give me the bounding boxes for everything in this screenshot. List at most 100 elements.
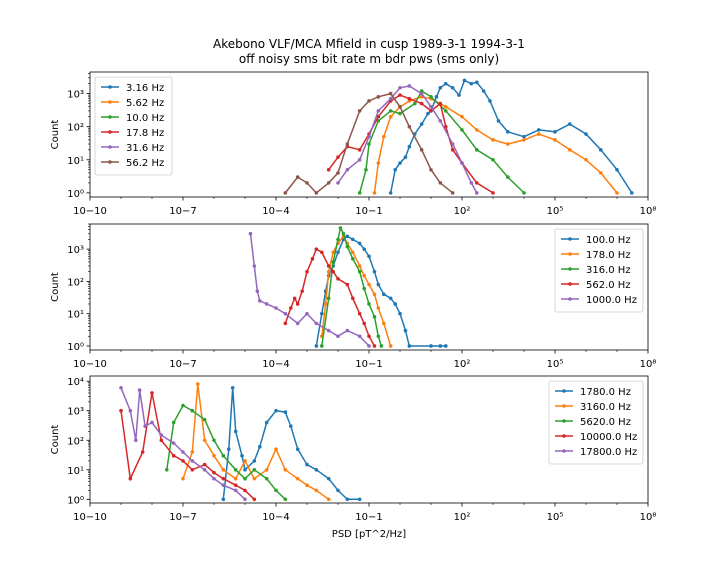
data-point xyxy=(434,95,439,99)
data-point xyxy=(350,296,355,301)
legend-label: 5.62 Hz xyxy=(126,98,164,109)
data-point xyxy=(230,385,235,390)
data-point xyxy=(362,286,366,291)
data-point xyxy=(283,467,288,472)
legend-marker xyxy=(568,282,572,286)
data-point xyxy=(171,420,176,425)
data-point xyxy=(474,191,479,195)
legend-box xyxy=(548,380,644,465)
data-point xyxy=(295,321,300,326)
data-point xyxy=(388,344,393,348)
data-point xyxy=(243,497,247,502)
legend-label: 178.0 Hz xyxy=(586,250,631,261)
data-point xyxy=(243,476,247,481)
data-point xyxy=(257,445,262,449)
data-point xyxy=(443,81,448,86)
data-point xyxy=(221,453,226,458)
data-point xyxy=(367,302,371,306)
series-group xyxy=(283,78,634,195)
data-point xyxy=(323,302,328,306)
y-tick-label: 10⁰ xyxy=(67,495,84,506)
data-point xyxy=(243,459,247,463)
legend-marker xyxy=(108,85,112,89)
data-point xyxy=(357,109,362,113)
legend-label: 31.6 Hz xyxy=(126,143,164,154)
legend-marker xyxy=(562,389,566,393)
legend-label: 56.2 Hz xyxy=(126,158,164,169)
data-point xyxy=(181,450,185,454)
data-point xyxy=(419,89,424,93)
series-line-5-62-Hz xyxy=(373,96,618,194)
data-point xyxy=(190,467,195,472)
data-point xyxy=(367,99,371,103)
data-point xyxy=(190,459,195,463)
data-point xyxy=(190,450,195,454)
data-point xyxy=(598,171,603,175)
data-point xyxy=(326,269,331,274)
data-point xyxy=(300,289,304,293)
data-point xyxy=(283,191,288,195)
data-point xyxy=(419,101,424,106)
data-point xyxy=(491,157,495,162)
data-point xyxy=(331,269,335,274)
data-point xyxy=(381,321,386,326)
legend-marker xyxy=(108,130,112,134)
x-tick-label: 10⁵ xyxy=(547,359,564,370)
data-point xyxy=(372,292,377,297)
data-point xyxy=(212,438,216,443)
x-tick-label: 10−10 xyxy=(73,206,107,217)
data-point xyxy=(336,250,340,255)
legend-label: 3.16 Hz xyxy=(126,83,164,94)
data-point xyxy=(376,306,381,310)
data-point xyxy=(212,453,216,458)
data-point xyxy=(336,237,340,242)
data-point xyxy=(128,408,133,413)
data-point xyxy=(522,134,526,139)
data-point xyxy=(362,247,366,251)
data-point xyxy=(615,191,619,195)
series-group xyxy=(248,225,448,348)
data-point xyxy=(305,269,309,274)
x-tick-label: 10−7 xyxy=(169,359,196,370)
data-point xyxy=(233,483,238,488)
data-point xyxy=(331,250,335,255)
data-point xyxy=(336,277,340,281)
legend-marker xyxy=(568,267,572,271)
data-point xyxy=(195,382,200,386)
data-point xyxy=(398,85,402,90)
data-point xyxy=(274,488,278,493)
y-tick-label: 10¹ xyxy=(67,156,84,167)
data-point xyxy=(388,91,393,96)
data-point xyxy=(295,447,300,451)
x-tick-label: 10⁵ xyxy=(547,512,564,523)
data-point xyxy=(443,124,448,129)
legend-marker xyxy=(568,237,572,241)
data-point xyxy=(181,403,185,408)
legend-label: 10.0 Hz xyxy=(126,113,164,124)
data-point xyxy=(403,328,408,333)
data-point xyxy=(388,191,393,195)
data-point xyxy=(128,476,133,481)
y-tick-label: 10³ xyxy=(67,407,84,418)
data-point xyxy=(143,424,147,428)
data-point xyxy=(283,410,288,414)
data-point xyxy=(505,175,510,179)
data-point xyxy=(319,250,324,255)
data-point xyxy=(212,470,216,475)
data-point xyxy=(233,488,238,493)
y-tick-label: 10² xyxy=(67,436,84,447)
data-point xyxy=(474,80,479,85)
x-tick-label: 10−4 xyxy=(262,512,289,523)
data-point xyxy=(407,84,412,88)
data-point xyxy=(536,128,541,132)
data-point xyxy=(252,264,257,268)
plot-frame xyxy=(89,71,649,198)
data-point xyxy=(388,114,393,119)
data-point xyxy=(372,191,377,195)
data-point xyxy=(283,311,288,316)
data-point xyxy=(326,264,331,268)
data-point xyxy=(393,302,397,306)
data-point xyxy=(221,483,226,488)
data-point xyxy=(379,344,384,348)
x-tick-label: 10² xyxy=(454,206,471,217)
